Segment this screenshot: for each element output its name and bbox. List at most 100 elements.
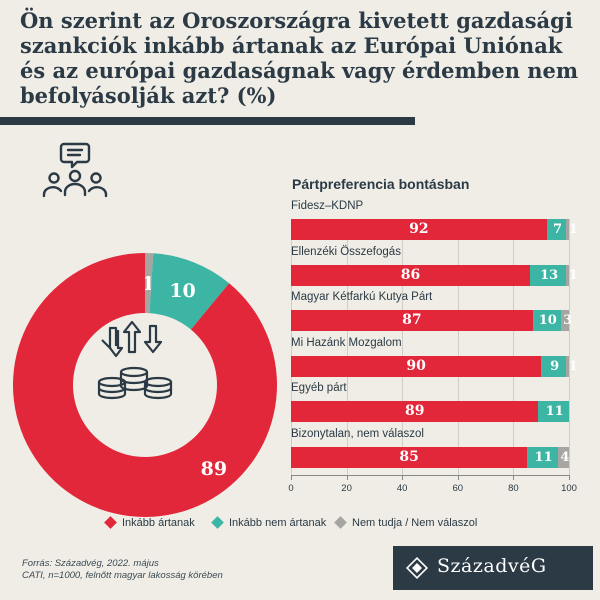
stacked-bar: 87 10 3 xyxy=(291,310,572,331)
gridline xyxy=(402,219,404,475)
gridline xyxy=(569,219,570,475)
audience-icon xyxy=(42,142,108,198)
bar-segment-dk xyxy=(566,264,569,286)
legend-marker-harm xyxy=(104,516,117,529)
bar-row: Ellenzéki Összefogás 86 13 1 xyxy=(291,246,578,286)
bar-value-label-harm: 89 xyxy=(404,403,425,419)
brand-name: SzázadvéG xyxy=(437,555,547,577)
source-note: Forrás: Századvég, 2022. május CATI, n=1… xyxy=(22,558,223,582)
bar-segment-noharm xyxy=(546,219,567,240)
gridline xyxy=(457,219,459,475)
bar-value-label-harm: 86 xyxy=(400,266,421,283)
breakdown-title: Pártpreferencia bontásban xyxy=(292,176,470,192)
x-tick-label: 40 xyxy=(396,483,408,494)
bar-value-label-dk: 1 xyxy=(568,267,578,283)
bar-category-label: Magyar Kétfarkú Kutya Párt xyxy=(291,291,433,303)
chart-title: Ön szerint az Oroszországra kivetett gaz… xyxy=(20,8,579,108)
bar-segment-harm xyxy=(291,446,528,468)
legend-label-dk: Nem tudja / Nem válaszol xyxy=(352,517,478,529)
bar-value-label-dk: 1 xyxy=(568,358,578,374)
bar-value-label-noharm: 10 xyxy=(538,313,557,328)
x-axis-line xyxy=(291,475,569,476)
legend-item-noharm: Inkább nem ártanak xyxy=(210,513,326,533)
legend: Inkább ártanak Inkább nem ártanak Nem tu… xyxy=(103,513,523,533)
legend-label-harm: Inkább ártanak xyxy=(122,517,195,529)
bar-row: Bizonytalan, nem válaszol 85 11 4 xyxy=(291,428,571,468)
bar-value-label-noharm: 9 xyxy=(550,358,560,374)
donut-slice-dk xyxy=(145,253,154,314)
legend-label-noharm: Inkább nem ártanak xyxy=(229,517,327,529)
donut-label-harm: 89 xyxy=(201,458,227,480)
x-tick-label: 100 xyxy=(561,483,577,494)
bar-value-label-noharm: 11 xyxy=(545,404,564,419)
bar-segment-noharm xyxy=(527,446,558,468)
legend-marker-noharm xyxy=(211,516,224,529)
coins-stack-icon xyxy=(97,366,173,400)
bar-value-label-dk: 1 xyxy=(568,222,578,237)
bar-segment-harm xyxy=(291,219,547,240)
up-down-arrows-icon xyxy=(101,320,163,358)
title-underline xyxy=(0,117,415,125)
bar-segment-noharm xyxy=(538,401,569,422)
bar-row: Magyar Kétfarkú Kutya Párt 87 10 3 xyxy=(291,291,572,331)
x-tick-label: 80 xyxy=(508,483,519,494)
x-tick xyxy=(569,475,570,480)
x-tick xyxy=(291,475,292,480)
bar-category-label: Bizonytalan, nem válaszol xyxy=(291,427,424,440)
bar-segment-dk xyxy=(566,355,569,377)
stacked-bar: 85 11 4 xyxy=(291,446,570,468)
bar-category-label: Mi Hazánk Mozgalom xyxy=(291,336,402,349)
stacked-bar: 92 7 1 xyxy=(291,219,578,240)
stacked-bar: 86 13 1 xyxy=(291,264,578,286)
donut-center-illustration xyxy=(97,320,173,400)
bar-row: Fidesz–KDNP 92 7 1 xyxy=(291,200,578,240)
bar-segment-noharm xyxy=(541,355,567,377)
bar-value-label-dk: 4 xyxy=(560,449,570,465)
bar-value-label-noharm: 7 xyxy=(552,222,562,237)
bar-segment-harm xyxy=(291,264,531,286)
donut-label-noharm: 10 xyxy=(169,280,195,302)
gridline xyxy=(513,219,515,475)
bar-value-label-dk: 3 xyxy=(563,313,573,328)
bar-row: Mi Hazánk Mozgalom 90 9 1 xyxy=(291,336,578,377)
bar-row: Egyéb párt 89 11 xyxy=(291,382,571,422)
x-tick xyxy=(402,475,404,480)
bar-value-label-harm: 92 xyxy=(409,221,429,237)
bar-value-label-harm: 85 xyxy=(399,448,419,465)
x-tick xyxy=(346,475,348,480)
bar-category-label: Egyéb párt xyxy=(291,382,347,394)
donut-slice-noharm xyxy=(149,253,230,330)
legend-marker-dk xyxy=(334,516,347,529)
gridline xyxy=(346,219,348,475)
x-tick-label: 60 xyxy=(452,483,464,494)
x-axis: 0 20 40 60 80 100 xyxy=(288,475,577,495)
bar-value-label-noharm: 13 xyxy=(540,267,559,283)
bar-segment-harm xyxy=(291,401,539,422)
source-line-2: CATI, n=1000, felnőtt magyar lakosság kö… xyxy=(22,570,223,581)
source-line-1: Forrás: Századvég, 2022. május xyxy=(22,558,159,569)
stacked-bar: 90 9 1 xyxy=(291,355,578,377)
bar-category-label: Fidesz–KDNP xyxy=(291,200,364,212)
x-tick-label: 20 xyxy=(341,483,352,494)
bar-segment-noharm xyxy=(530,264,567,286)
x-tick-label: 0 xyxy=(288,483,294,494)
diamond-logo-icon xyxy=(405,556,429,580)
stacked-bar: 89 11 xyxy=(291,401,569,422)
legend-item-dk: Nem tudja / Nem válaszol xyxy=(333,513,477,533)
gridline xyxy=(291,219,292,475)
x-tick xyxy=(457,475,459,480)
bar-segment-harm xyxy=(291,310,533,331)
x-tick xyxy=(513,475,515,480)
bar-segment-dk xyxy=(557,446,569,468)
legend-item-harm: Inkább ártanak xyxy=(103,513,195,533)
bar-segment-noharm xyxy=(532,310,561,331)
bar-value-label-noharm: 11 xyxy=(534,449,553,465)
bar-segment-dk xyxy=(560,310,569,331)
donut-slice-harm xyxy=(12,253,277,517)
brand-box: SzázadvéG xyxy=(393,546,593,590)
bar-segment-harm xyxy=(291,355,542,377)
bar-segment-dk xyxy=(566,219,569,240)
bar-value-label-harm: 90 xyxy=(406,357,426,374)
bar-value-label-harm: 87 xyxy=(402,312,422,328)
